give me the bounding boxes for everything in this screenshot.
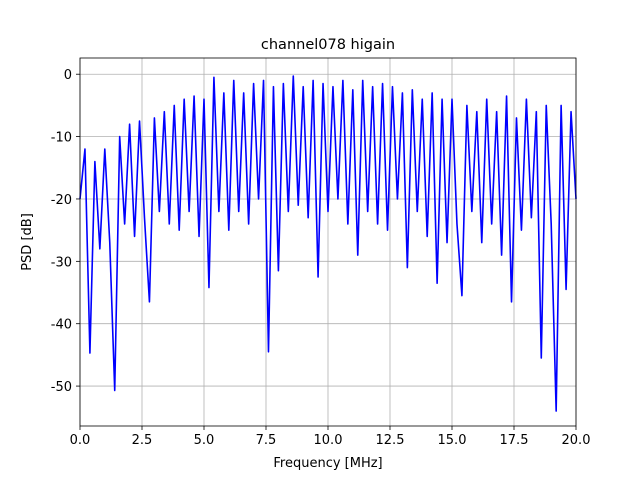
- x-tick-label: 12.5: [376, 433, 405, 448]
- data-line: [79, 75, 577, 412]
- y-tick-label: -40: [51, 318, 72, 333]
- x-tick-label: 0.0: [70, 433, 91, 448]
- chart-title: channel078 higain: [261, 37, 395, 53]
- y-tick-label: -50: [51, 380, 72, 395]
- y-tick-label: -30: [51, 255, 72, 270]
- x-tick-label: 15.0: [438, 433, 467, 448]
- x-tick-label: 2.5: [132, 433, 153, 448]
- x-tick-label: 5.0: [194, 433, 215, 448]
- y-tick-label: -20: [51, 193, 72, 208]
- x-tick-label: 7.5: [256, 433, 277, 448]
- plot-frame: [79, 57, 577, 427]
- y-tick-label: 0: [64, 68, 72, 83]
- x-axis-label: Frequency [MHz]: [273, 456, 382, 471]
- x-tick-label: 17.5: [500, 433, 529, 448]
- y-tick-label: -10: [51, 131, 72, 146]
- x-tick-label: 10.0: [314, 433, 343, 448]
- y-axis-label: PSD [dB]: [20, 213, 35, 271]
- x-tick-label: 20.0: [562, 433, 591, 448]
